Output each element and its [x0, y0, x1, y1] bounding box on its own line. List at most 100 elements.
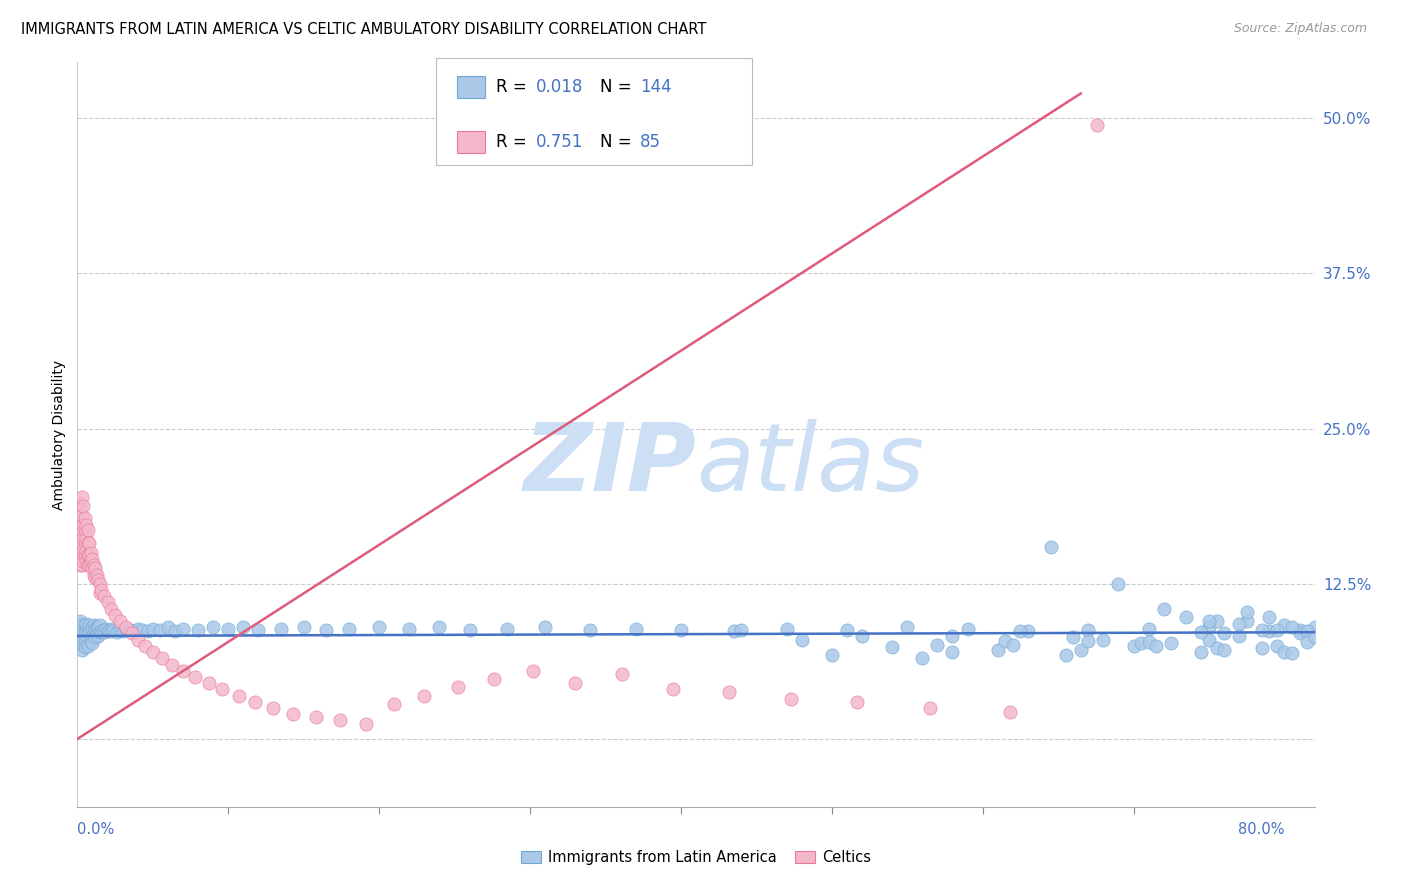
Point — [232, 620, 254, 634]
Point — [197, 676, 219, 690]
Point — [846, 695, 869, 709]
Point — [73, 524, 96, 538]
Point — [821, 648, 844, 662]
Point — [1288, 623, 1310, 637]
Point — [101, 622, 124, 636]
Point — [1213, 642, 1236, 657]
Point — [72, 632, 94, 647]
Point — [1107, 577, 1129, 591]
Point — [1258, 624, 1281, 638]
Point — [70, 508, 93, 523]
Point — [534, 620, 557, 634]
Point — [522, 664, 544, 678]
Point — [82, 629, 104, 643]
Point — [1250, 641, 1272, 656]
Point — [105, 625, 128, 640]
Point — [1265, 639, 1288, 653]
Point — [1198, 614, 1220, 628]
Point — [610, 667, 633, 681]
Point — [458, 623, 481, 637]
Point — [1296, 624, 1319, 638]
Point — [70, 617, 93, 632]
Point — [368, 620, 391, 634]
Point — [1070, 642, 1092, 657]
Point — [89, 585, 111, 599]
Point — [73, 619, 96, 633]
Point — [1236, 614, 1258, 628]
Point — [927, 638, 949, 652]
Point — [69, 558, 91, 573]
Point — [270, 622, 292, 636]
Point — [382, 697, 405, 711]
Point — [70, 536, 93, 550]
Point — [91, 623, 114, 637]
Point — [77, 639, 100, 653]
Point — [67, 527, 90, 541]
Point — [80, 623, 103, 637]
Point — [70, 524, 93, 538]
Point — [86, 619, 108, 633]
Point — [80, 546, 103, 560]
Point — [1144, 639, 1167, 653]
Point — [429, 620, 451, 634]
Point — [111, 624, 134, 638]
Point — [70, 548, 93, 562]
Point — [69, 521, 91, 535]
Point — [84, 560, 107, 574]
Point — [69, 536, 91, 550]
Point — [75, 554, 97, 568]
Point — [496, 622, 519, 636]
Point — [69, 614, 91, 628]
Point — [73, 640, 96, 654]
Point — [564, 676, 586, 690]
Point — [83, 558, 105, 573]
Point — [77, 558, 100, 573]
Text: IMMIGRANTS FROM LATIN AMERICA VS CELTIC AMBULATORY DISABILITY CORRELATION CHART: IMMIGRANTS FROM LATIN AMERICA VS CELTIC … — [21, 22, 706, 37]
Point — [1077, 634, 1099, 648]
Point — [70, 558, 93, 573]
Point — [228, 689, 250, 703]
Point — [73, 536, 96, 550]
Point — [67, 630, 90, 644]
Point — [1175, 610, 1198, 624]
Point — [104, 607, 127, 622]
Point — [142, 622, 165, 636]
Point — [77, 548, 100, 562]
Point — [72, 554, 94, 568]
Point — [202, 620, 225, 634]
Point — [121, 626, 143, 640]
Point — [1250, 623, 1272, 637]
Point — [108, 623, 131, 637]
Point — [94, 622, 117, 636]
Point — [1227, 629, 1250, 643]
Point — [292, 620, 315, 634]
Text: 0.018: 0.018 — [536, 78, 583, 95]
Point — [1160, 636, 1182, 650]
Point — [911, 651, 934, 665]
Point — [86, 626, 108, 640]
Point — [172, 622, 194, 636]
Point — [1227, 616, 1250, 631]
Point — [896, 620, 918, 634]
Point — [579, 623, 602, 637]
Point — [1274, 617, 1296, 632]
Point — [82, 560, 104, 574]
Point — [84, 630, 107, 644]
Point — [83, 617, 105, 632]
Point — [69, 502, 91, 516]
Point — [624, 622, 647, 636]
Point — [1010, 624, 1032, 638]
Point — [73, 629, 96, 643]
Point — [96, 624, 118, 638]
Point — [245, 695, 267, 709]
Point — [79, 617, 101, 632]
Point — [956, 622, 979, 636]
Point — [89, 617, 111, 632]
Point — [84, 571, 107, 585]
Point — [918, 701, 941, 715]
Point — [1198, 620, 1220, 634]
Point — [82, 620, 104, 634]
Text: 80.0%: 80.0% — [1237, 822, 1285, 838]
Point — [1205, 614, 1227, 628]
Point — [98, 623, 121, 637]
